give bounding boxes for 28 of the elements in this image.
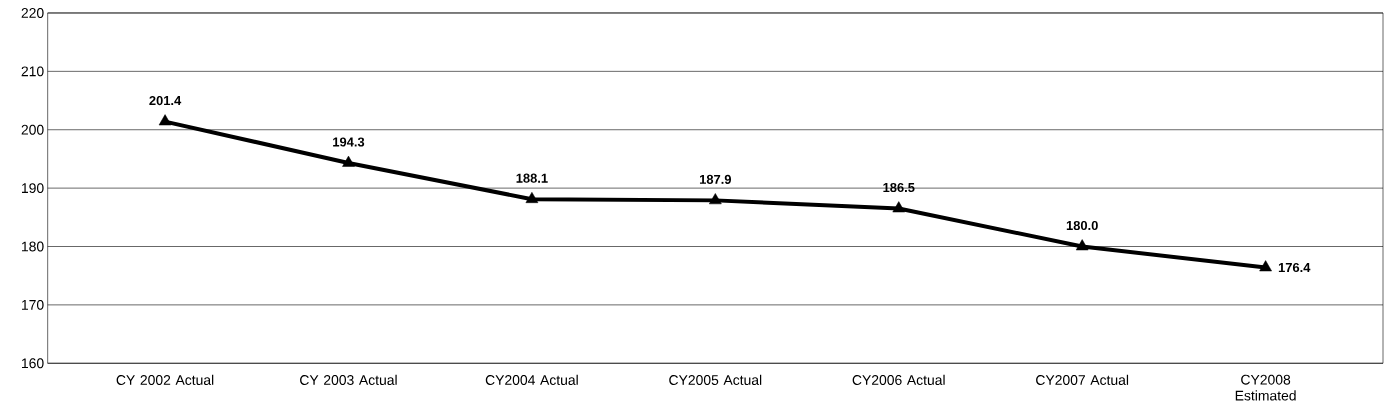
point: [525, 191, 539, 203]
x-tick-label: CY2006 Actual: [852, 374, 945, 385]
x-tick-label: CY 2002 Actual: [116, 374, 214, 385]
y-tick-label: 160: [22, 358, 44, 369]
x-tick-label: CY2007 Actual: [1036, 374, 1129, 385]
data-label: 188.1: [516, 173, 548, 183]
data-label: 187.9: [699, 174, 732, 184]
x-tick-label: CY2004 Actual: [485, 374, 578, 385]
point: [342, 155, 355, 167]
x-tick-label: CY2008 Estimated: [1235, 374, 1296, 401]
data-label: 194.3: [333, 137, 365, 147]
point: [892, 201, 906, 213]
y-tick-label: 210: [21, 66, 44, 77]
data-label: 176.4: [1278, 262, 1311, 272]
point: [1259, 260, 1272, 272]
point: [158, 114, 172, 126]
y-tick-label: 200: [21, 124, 44, 135]
y-tick-label: 180: [22, 241, 44, 252]
y-tick-label: 170: [22, 299, 44, 310]
x-tick-label: CY2005 Actual: [669, 374, 762, 385]
point: [1075, 239, 1089, 251]
y-tick-label: 190: [22, 183, 44, 193]
data-label: 180.0: [1066, 220, 1098, 230]
y-tick-label: 220: [21, 7, 44, 18]
point: [709, 193, 722, 205]
x-tick-label: CY 2003 Actual: [300, 374, 397, 385]
data-label: 201.4: [149, 95, 182, 106]
data-label: 186.5: [883, 182, 915, 193]
